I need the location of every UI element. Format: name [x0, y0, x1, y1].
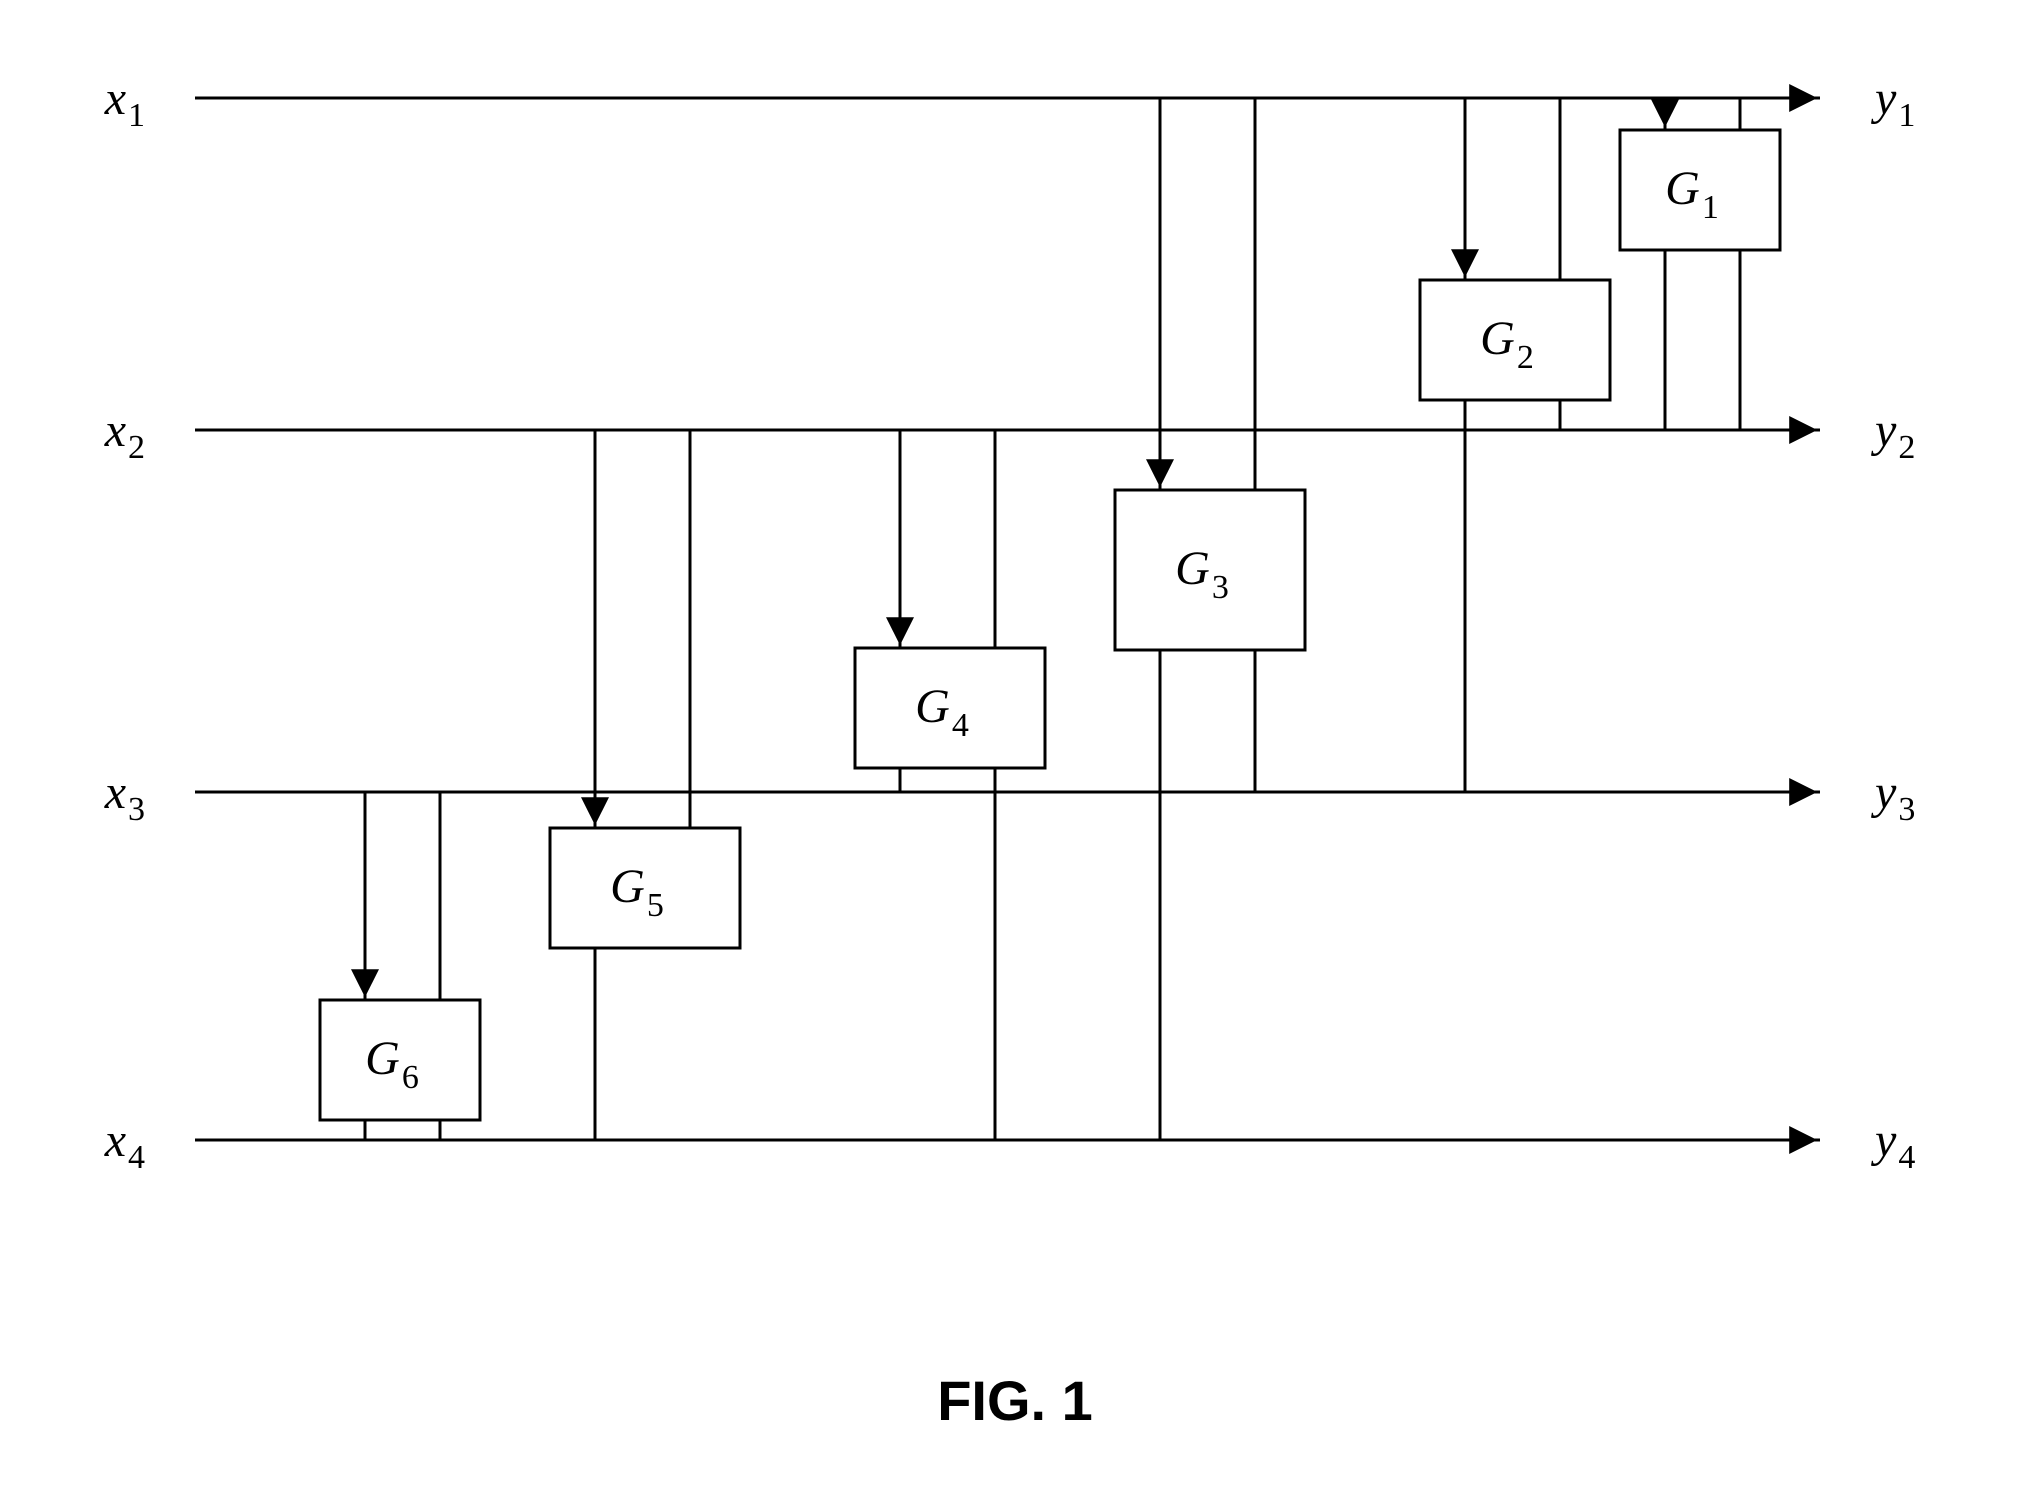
output-label-y3: y3 — [1870, 766, 1915, 828]
block-g1 — [1620, 130, 1780, 250]
block-g3 — [1115, 490, 1305, 650]
output-label-y1: y1 — [1870, 72, 1915, 134]
diagram-canvas: G1G2G3G4G5G6 x1 x2 x3 x4 y1 y2 y3 y4 FIG. 1 — [0, 0, 2031, 1492]
input-label-x2: x2 — [104, 404, 145, 466]
wires-layer — [195, 98, 1820, 1140]
block-g6 — [320, 1000, 480, 1120]
output-label-y4: y4 — [1870, 1114, 1915, 1176]
figure-caption: FIG. 1 — [937, 1369, 1093, 1432]
blocks-layer: G1G2G3G4G5G6 — [320, 130, 1780, 1120]
block-g5 — [550, 828, 740, 948]
block-g2 — [1420, 280, 1610, 400]
input-label-x1: x1 — [104, 72, 145, 134]
input-label-x3: x3 — [104, 766, 145, 828]
block-g4 — [855, 648, 1045, 768]
output-label-y2: y2 — [1870, 404, 1915, 466]
input-label-x4: x4 — [104, 1114, 145, 1176]
